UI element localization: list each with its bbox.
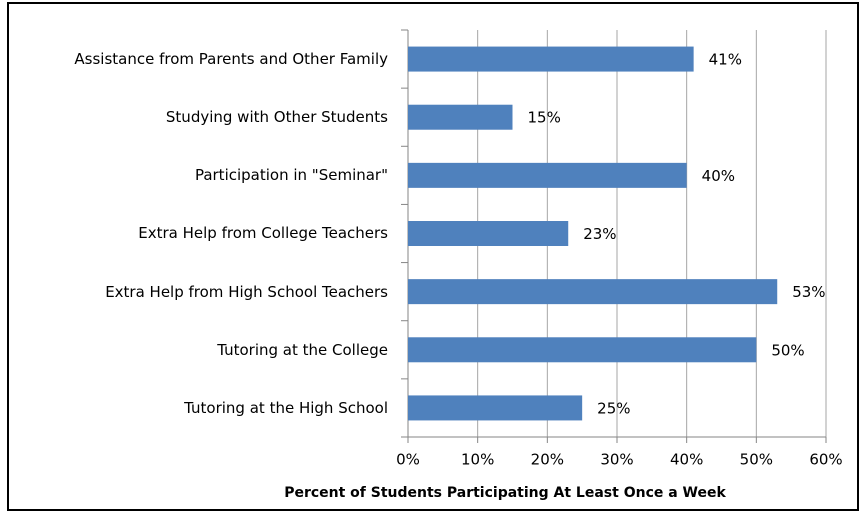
y-tick-label: Extra Help from High School Teachers [105,282,388,301]
y-tick-label-box: Tutoring at the College [8,321,388,379]
bar [408,337,757,363]
y-tick-label-wrap: Assistance from Parents and Other Family [8,30,388,88]
x-tick-label: 20% [531,451,564,469]
bar [408,395,583,421]
chart-border [7,2,859,511]
y-tick-label: Participation in "Seminar" [194,166,388,185]
y-tick-label-wrap: Participation in "Seminar" [8,146,388,204]
x-axis-title: Percent of Students Participating At Lea… [284,485,726,501]
y-tick-label-box: Participation in "Seminar" [8,146,388,204]
bar [408,104,513,130]
y-tick-label: Tutoring at the College [217,340,388,359]
y-tick-label-wrap: Studying with Other Students [8,88,388,146]
x-tick-label: 10% [461,451,494,469]
x-tick-label: 30% [600,451,633,469]
x-tick-label: 60% [809,451,842,469]
value-label: 23% [583,225,616,243]
y-tick-label-box: Tutoring at the High School [8,379,388,437]
bar [408,221,569,246]
y-tick-label-wrap: Tutoring at the College [8,321,388,379]
bar [408,46,694,72]
y-tick-label-box: Extra Help from High School Teachers [8,263,388,321]
y-tick-label-wrap: Extra Help from College Teachers [8,204,388,262]
y-tick-label: Tutoring at the High School [184,398,388,417]
value-label: 50% [771,341,804,359]
bar [408,279,778,305]
x-tick-label: 50% [740,451,773,469]
y-tick-label-wrap: Tutoring at the High School [8,379,388,437]
value-label: 25% [597,399,630,417]
y-tick-label-box: Assistance from Parents and Other Family [8,30,388,88]
y-tick-label: Extra Help from College Teachers [138,224,388,243]
y-tick-label: Studying with Other Students [165,108,388,127]
y-tick-label-box: Extra Help from College Teachers [8,204,388,262]
x-tick-label: 0% [396,451,420,469]
bar [408,162,687,188]
y-tick-label: Assistance from Parents and Other Family [74,50,388,68]
value-label: 41% [709,51,742,69]
y-tick-label-wrap: Extra Help from High School Teachers [8,263,388,321]
x-tick-label: 40% [670,451,703,469]
value-label: 53% [792,283,825,301]
value-label: 40% [702,167,735,185]
value-label: 15% [528,109,561,127]
y-tick-label-box: Studying with Other Students [8,88,388,146]
